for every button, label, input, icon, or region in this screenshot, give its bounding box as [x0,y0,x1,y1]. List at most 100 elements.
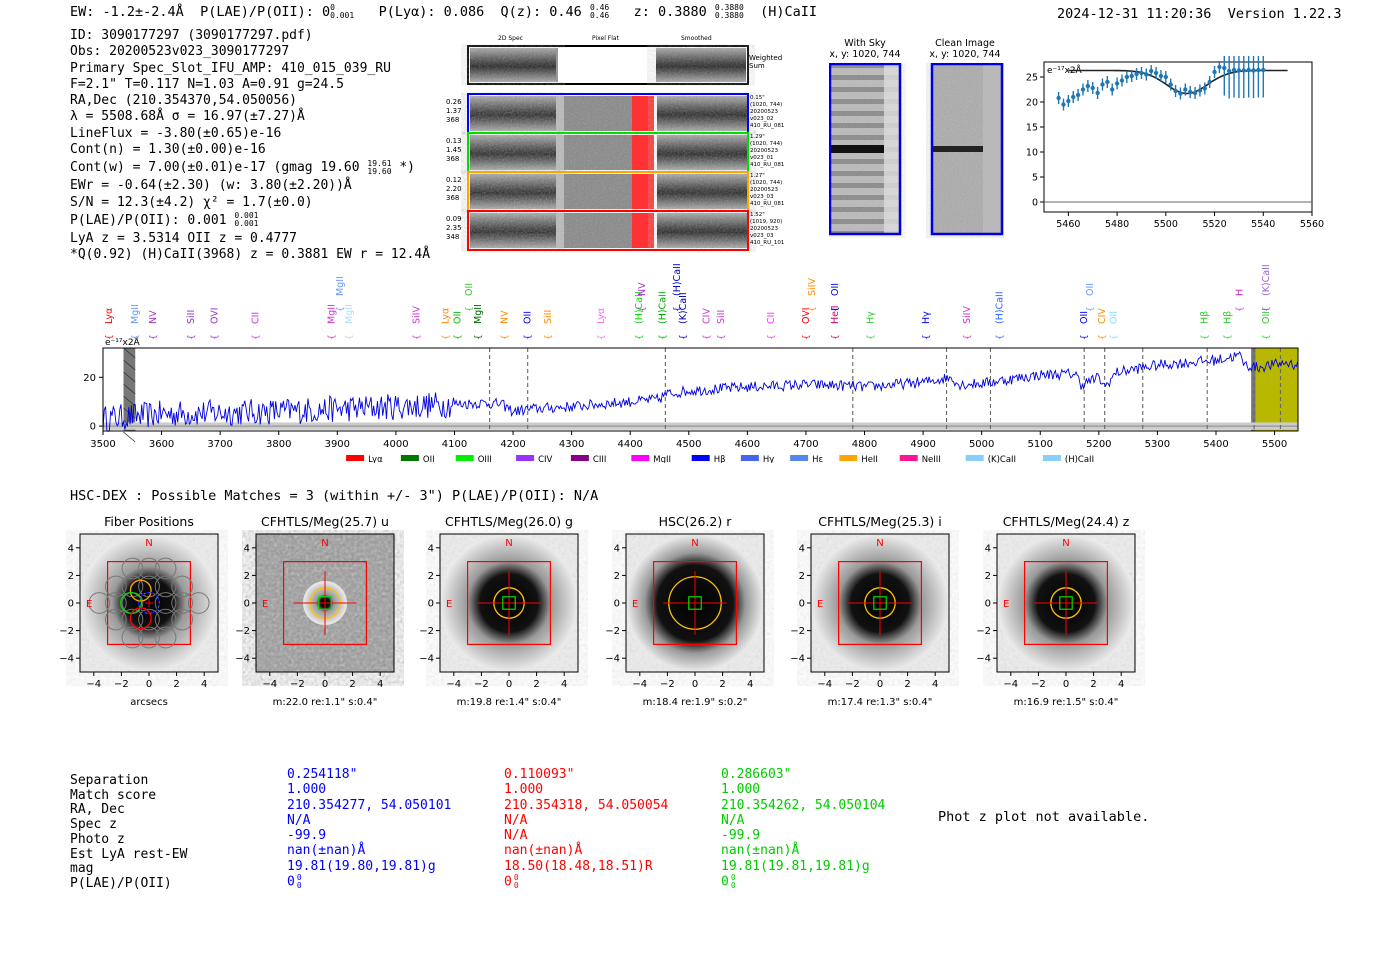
match-value: nan(±nan)Å [721,843,800,859]
svg-text:MgII: MgII [344,304,355,324]
fiber-circle [154,575,177,598]
svg-text:SiII: SiII [543,310,554,324]
info-contw: Cont(w) = 7.00(±0.01)e-17 (gmag 19.60 19… [70,158,415,176]
line-label: Lyα { [104,308,115,340]
cutout-right-label-2: 1.27" (1020, 744) 20200523 v023_03 410_RU_08… [750,173,785,207]
ytick: 2 [985,571,991,582]
fit-xtick: 5500 [1154,219,1178,230]
fit-point [1056,95,1061,101]
header-right: 2024-12-31 11:20:36 Version 1.22.3 [1057,6,1342,22]
aperture-box [106,561,192,646]
svg-text:CIV: CIV [1097,308,1108,324]
aperture-box [837,561,923,646]
line-label: (H)CaII { [672,263,683,312]
svg-text:{: { [1080,334,1090,340]
ytick: −2 [235,626,250,637]
green-box [318,596,332,610]
header-z-sub: 0.3880 [714,11,744,20]
svg-text:{: { [1235,306,1245,312]
svg-text:{: { [251,334,261,340]
svg-text:{: { [442,334,452,340]
ytick: −4 [976,654,991,665]
legend-label: MgII [653,455,671,463]
hsc-panel-title: CFHTLS/Meg(25.3) i [818,514,942,529]
cutout-left-label-2: 0.12 2.20 368 [446,176,462,202]
svg-text:Lyα: Lyα [596,308,607,324]
fit-point [1202,86,1207,91]
ytick: 4 [428,543,434,554]
fit-point [1061,102,1066,107]
legend-swatch [400,455,419,461]
fit-point [1119,78,1125,83]
match-value: 19.81(19.80,19.81)g [287,858,436,874]
line-label: OIII{ [1261,308,1272,340]
legend-swatch [965,455,984,461]
ytick: 0 [985,599,991,610]
svg-text:Lyα: Lyα [441,308,452,324]
north-label: N [505,538,512,549]
match-label: Est LyA rest-EW [70,846,188,862]
line-label: CIV { [1097,308,1108,340]
fit-point [1212,69,1217,75]
col-2d-label: 2D Spec [498,35,523,42]
svg-text:{: { [1098,334,1108,340]
header-qz-sup: 0.46 [589,3,610,12]
cutout-right-label-0: 0.15" (1020, 744) 20200523 v023_02 410_RU_08… [750,95,785,129]
ytick: 2 [614,571,620,582]
info-contn: Cont(n) = 1.30(±0.00)e-16 [70,142,266,158]
line-label: OVI { [801,307,812,340]
ytick: 0 [68,599,74,610]
xtick: 4 [377,679,383,690]
svg-text:CIV: CIV [701,308,712,324]
green-box [873,596,887,610]
svg-text:HeII: HeII [830,305,841,324]
cutout-images [467,45,749,251]
xtick: −4 [1003,679,1018,690]
line-label: OVI { [209,307,220,340]
legend-swatch [790,455,809,461]
mask-region [1251,348,1256,431]
north-label: N [876,538,883,549]
line-label: SiIV { [411,306,422,340]
spec-xtick: 5000 [969,439,994,450]
fit-unit-label: e⁻¹⁷x2Å [1047,64,1083,76]
ytick: 2 [68,571,74,582]
match-value: N/A [504,828,528,844]
line-label: OII { [1079,311,1090,340]
aperture-box [652,561,738,646]
fit-ytick: 5 [1032,173,1038,184]
fit-xtick: 5540 [1251,219,1275,230]
spec-xtick: 5400 [1203,439,1228,450]
match-value: -99.9 [287,828,327,844]
fit-point [1080,87,1086,92]
ytick: 0 [428,599,434,610]
svg-text:SiIV: SiIV [807,278,818,296]
fiber-circle [171,575,193,598]
match-label: Separation [70,773,149,788]
spec-xtick: 4900 [910,439,935,450]
hsc-panel-title: CFHTLS/Meg(26.0) g [445,514,573,529]
match-value: nan(±nan)Å [504,843,583,859]
line-fit-chart: 5460 5480 5500 5520 5540 5560 0 5 10 15 20 25 e⁻¹⁷x2… [1026,56,1324,230]
fit-point [1261,67,1266,73]
cutout-flat-mask-1 [632,135,654,170]
cutout-frame-3 [467,210,749,251]
cutout-left-label-1: 0.13 1.45 368 [446,137,462,163]
svg-text:{: { [1200,334,1210,340]
svg-text:{: { [131,334,141,340]
col-smooth-label: Smoothed [681,35,712,42]
cutout-left-label-0: 0.26 1.37 368 [446,98,462,124]
line-label: NV { [148,310,159,340]
aperture-box [282,561,368,646]
spec-xtick: 4400 [617,439,642,450]
svg-text:{: { [963,334,973,340]
line-label: SiII { [543,310,554,340]
fit-point [1100,82,1105,87]
hsc-panel-title: HSC(26.2) r [658,514,732,529]
info-block: ID: 3090177297 (3090177297.pdf) Obs: 202… [70,28,430,264]
col-flat-label: Pixel Flat [592,35,619,42]
fit-point [1192,90,1198,96]
fit-point [1183,87,1188,92]
fit-point [1251,68,1256,73]
